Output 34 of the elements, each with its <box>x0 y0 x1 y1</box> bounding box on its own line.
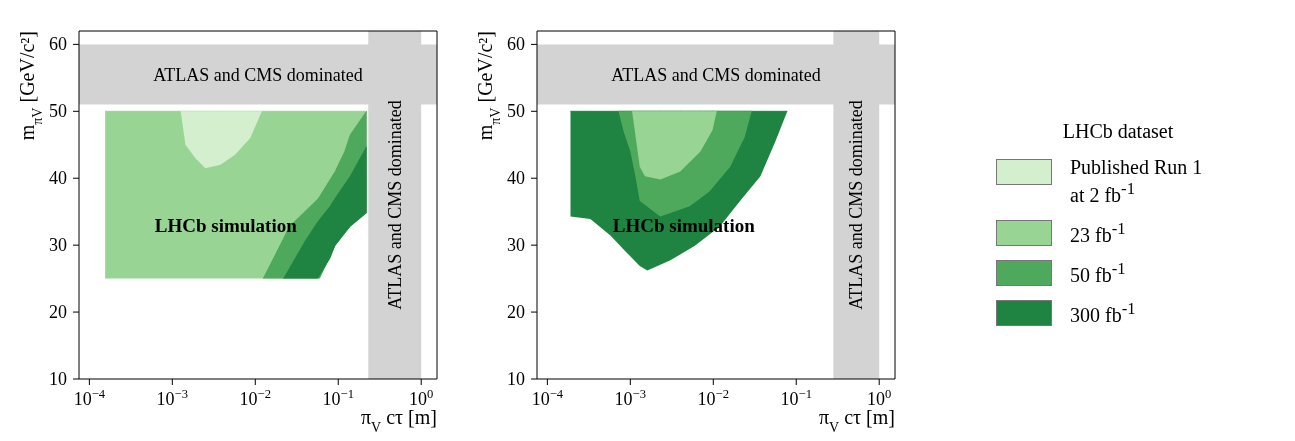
x-tick-label: 10$^{−2}$ <box>697 387 729 409</box>
x-axis-title: π$_{V}$ cτ [m] <box>360 406 437 435</box>
x-tick-label: 10$^{0}$ <box>409 387 434 409</box>
legend-label: 23 fb$^{-1}$ <box>1070 217 1127 246</box>
band-label: ATLAS and CMS dominated <box>846 100 867 310</box>
y-tick-label: 30 <box>49 235 67 256</box>
y-tick-label: 40 <box>507 168 525 189</box>
band-label: ATLAS and CMS dominated <box>611 64 821 85</box>
band-label: ATLAS and CMS dominated <box>384 100 405 310</box>
legend-title: LHCb dataset <box>1061 120 1175 143</box>
x-tick-label: 10$^{−3}$ <box>614 387 647 409</box>
y-tick-label: 50 <box>507 101 525 122</box>
legend-label: 300 fb$^{-1}$ <box>1070 297 1137 326</box>
annotation: LHCb simulation <box>154 214 297 237</box>
y-tick-label: 60 <box>49 34 67 55</box>
x-tick-label: 10$^{−4}$ <box>531 387 564 409</box>
y-tick-label: 30 <box>507 235 525 256</box>
x-tick-label: 10$^{−4}$ <box>73 387 106 409</box>
y-tick-label: 10 <box>49 369 67 389</box>
y-tick-label: 20 <box>49 302 67 323</box>
band-label: ATLAS and CMS dominated <box>153 64 363 85</box>
y-tick-label: 10 <box>507 369 525 389</box>
legend-label: Published Run 1 at 2 fb$^{-1}$ <box>1070 156 1204 206</box>
y-tick-label: 60 <box>507 34 525 55</box>
x-tick-label: 10$^{−1}$ <box>780 387 812 409</box>
x-tick-label: 10$^{−3}$ <box>156 387 189 409</box>
y-tick-label: 20 <box>507 302 525 323</box>
y-tick-label: 50 <box>49 101 67 122</box>
legend-label: 50 fb$^{-1}$ <box>1070 257 1127 286</box>
x-axis-title: π$_{V}$ cτ [m] <box>818 406 895 435</box>
x-tick-label: 10$^{0}$ <box>867 387 892 409</box>
x-tick-label: 10$^{−2}$ <box>239 387 271 409</box>
y-tick-label: 40 <box>49 168 67 189</box>
x-tick-label: 10$^{−1}$ <box>322 387 354 409</box>
